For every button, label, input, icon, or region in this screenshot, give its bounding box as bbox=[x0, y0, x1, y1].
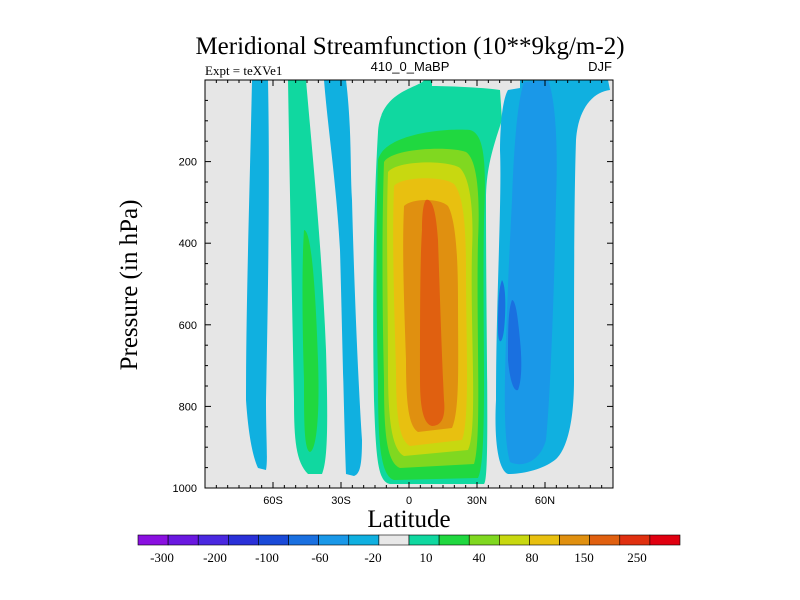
field-southern-polar-cell bbox=[246, 80, 269, 470]
colorbar-label: 80 bbox=[526, 550, 539, 565]
colorbar-swatch bbox=[167, 534, 199, 546]
colorbar-swatch bbox=[348, 534, 380, 546]
field-northern-cell-max bbox=[508, 300, 522, 391]
colorbar-label: 250 bbox=[627, 550, 647, 565]
y-tick-label: 200 bbox=[179, 157, 197, 169]
y-tick-label: 400 bbox=[179, 238, 197, 250]
y-tick-label: 800 bbox=[179, 401, 197, 413]
period-label: 410_0_MaBP bbox=[371, 59, 450, 74]
colorbar-swatch bbox=[197, 534, 229, 546]
chart-title: Meridional Streamfunction (10**9kg/m-2) bbox=[195, 33, 624, 60]
colorbar-swatch bbox=[468, 534, 500, 546]
y-tick-label: 600 bbox=[179, 320, 197, 332]
y-tick-label: 1000 bbox=[173, 483, 197, 495]
colorbar-swatch bbox=[378, 534, 410, 546]
field-hadley-max bbox=[420, 199, 445, 426]
field-southern-subtropical-band bbox=[324, 80, 362, 476]
colorbar-swatch bbox=[408, 534, 440, 546]
colorbar: -300 -200 -100 -60 -20 10 40 80 150 250 bbox=[137, 534, 681, 565]
colorbar-swatch bbox=[137, 534, 169, 546]
field-northern-cell-max-2 bbox=[498, 280, 506, 342]
colorbar-swatch bbox=[589, 534, 621, 546]
colorbar-label: 150 bbox=[574, 550, 594, 565]
colorbar-swatch bbox=[559, 534, 590, 546]
x-tick-label: 30N bbox=[467, 495, 487, 507]
colorbar-swatch bbox=[438, 534, 470, 546]
colorbar-label: -60 bbox=[311, 550, 328, 565]
colorbar-label: -200 bbox=[203, 550, 227, 565]
colorbar-label: 40 bbox=[473, 550, 486, 565]
colorbar-swatch bbox=[499, 534, 530, 546]
y-axis: 200 400 600 800 1000 bbox=[173, 99, 613, 495]
expt-label: Expt = teXVe1 bbox=[205, 63, 282, 78]
x-tick-label: 60N bbox=[535, 495, 555, 507]
x-axis-label: Latitude bbox=[367, 506, 450, 533]
colorbar-label: -20 bbox=[364, 550, 381, 565]
colorbar-label: -100 bbox=[255, 550, 279, 565]
season-label: DJF bbox=[588, 59, 612, 74]
colorbar-swatch bbox=[619, 534, 651, 546]
colorbar-swatch bbox=[228, 534, 259, 546]
colorbar-swatch bbox=[258, 534, 289, 546]
colorbar-label: 10 bbox=[420, 550, 433, 565]
field-southern-ferrel-core bbox=[302, 230, 319, 452]
colorbar-swatch bbox=[318, 534, 350, 546]
x-tick-label: 0 bbox=[406, 495, 412, 507]
colorbar-swatch bbox=[288, 534, 319, 546]
y-axis-label: Pressure (in hPa) bbox=[116, 200, 143, 371]
colorbar-swatch bbox=[649, 534, 681, 546]
x-tick-label: 60S bbox=[263, 495, 283, 507]
colorbar-label: -300 bbox=[150, 550, 174, 565]
x-tick-label: 30S bbox=[331, 495, 351, 507]
colorbar-swatch bbox=[529, 534, 560, 546]
x-axis: 60S 30S 0 30N 60N bbox=[215, 80, 603, 507]
